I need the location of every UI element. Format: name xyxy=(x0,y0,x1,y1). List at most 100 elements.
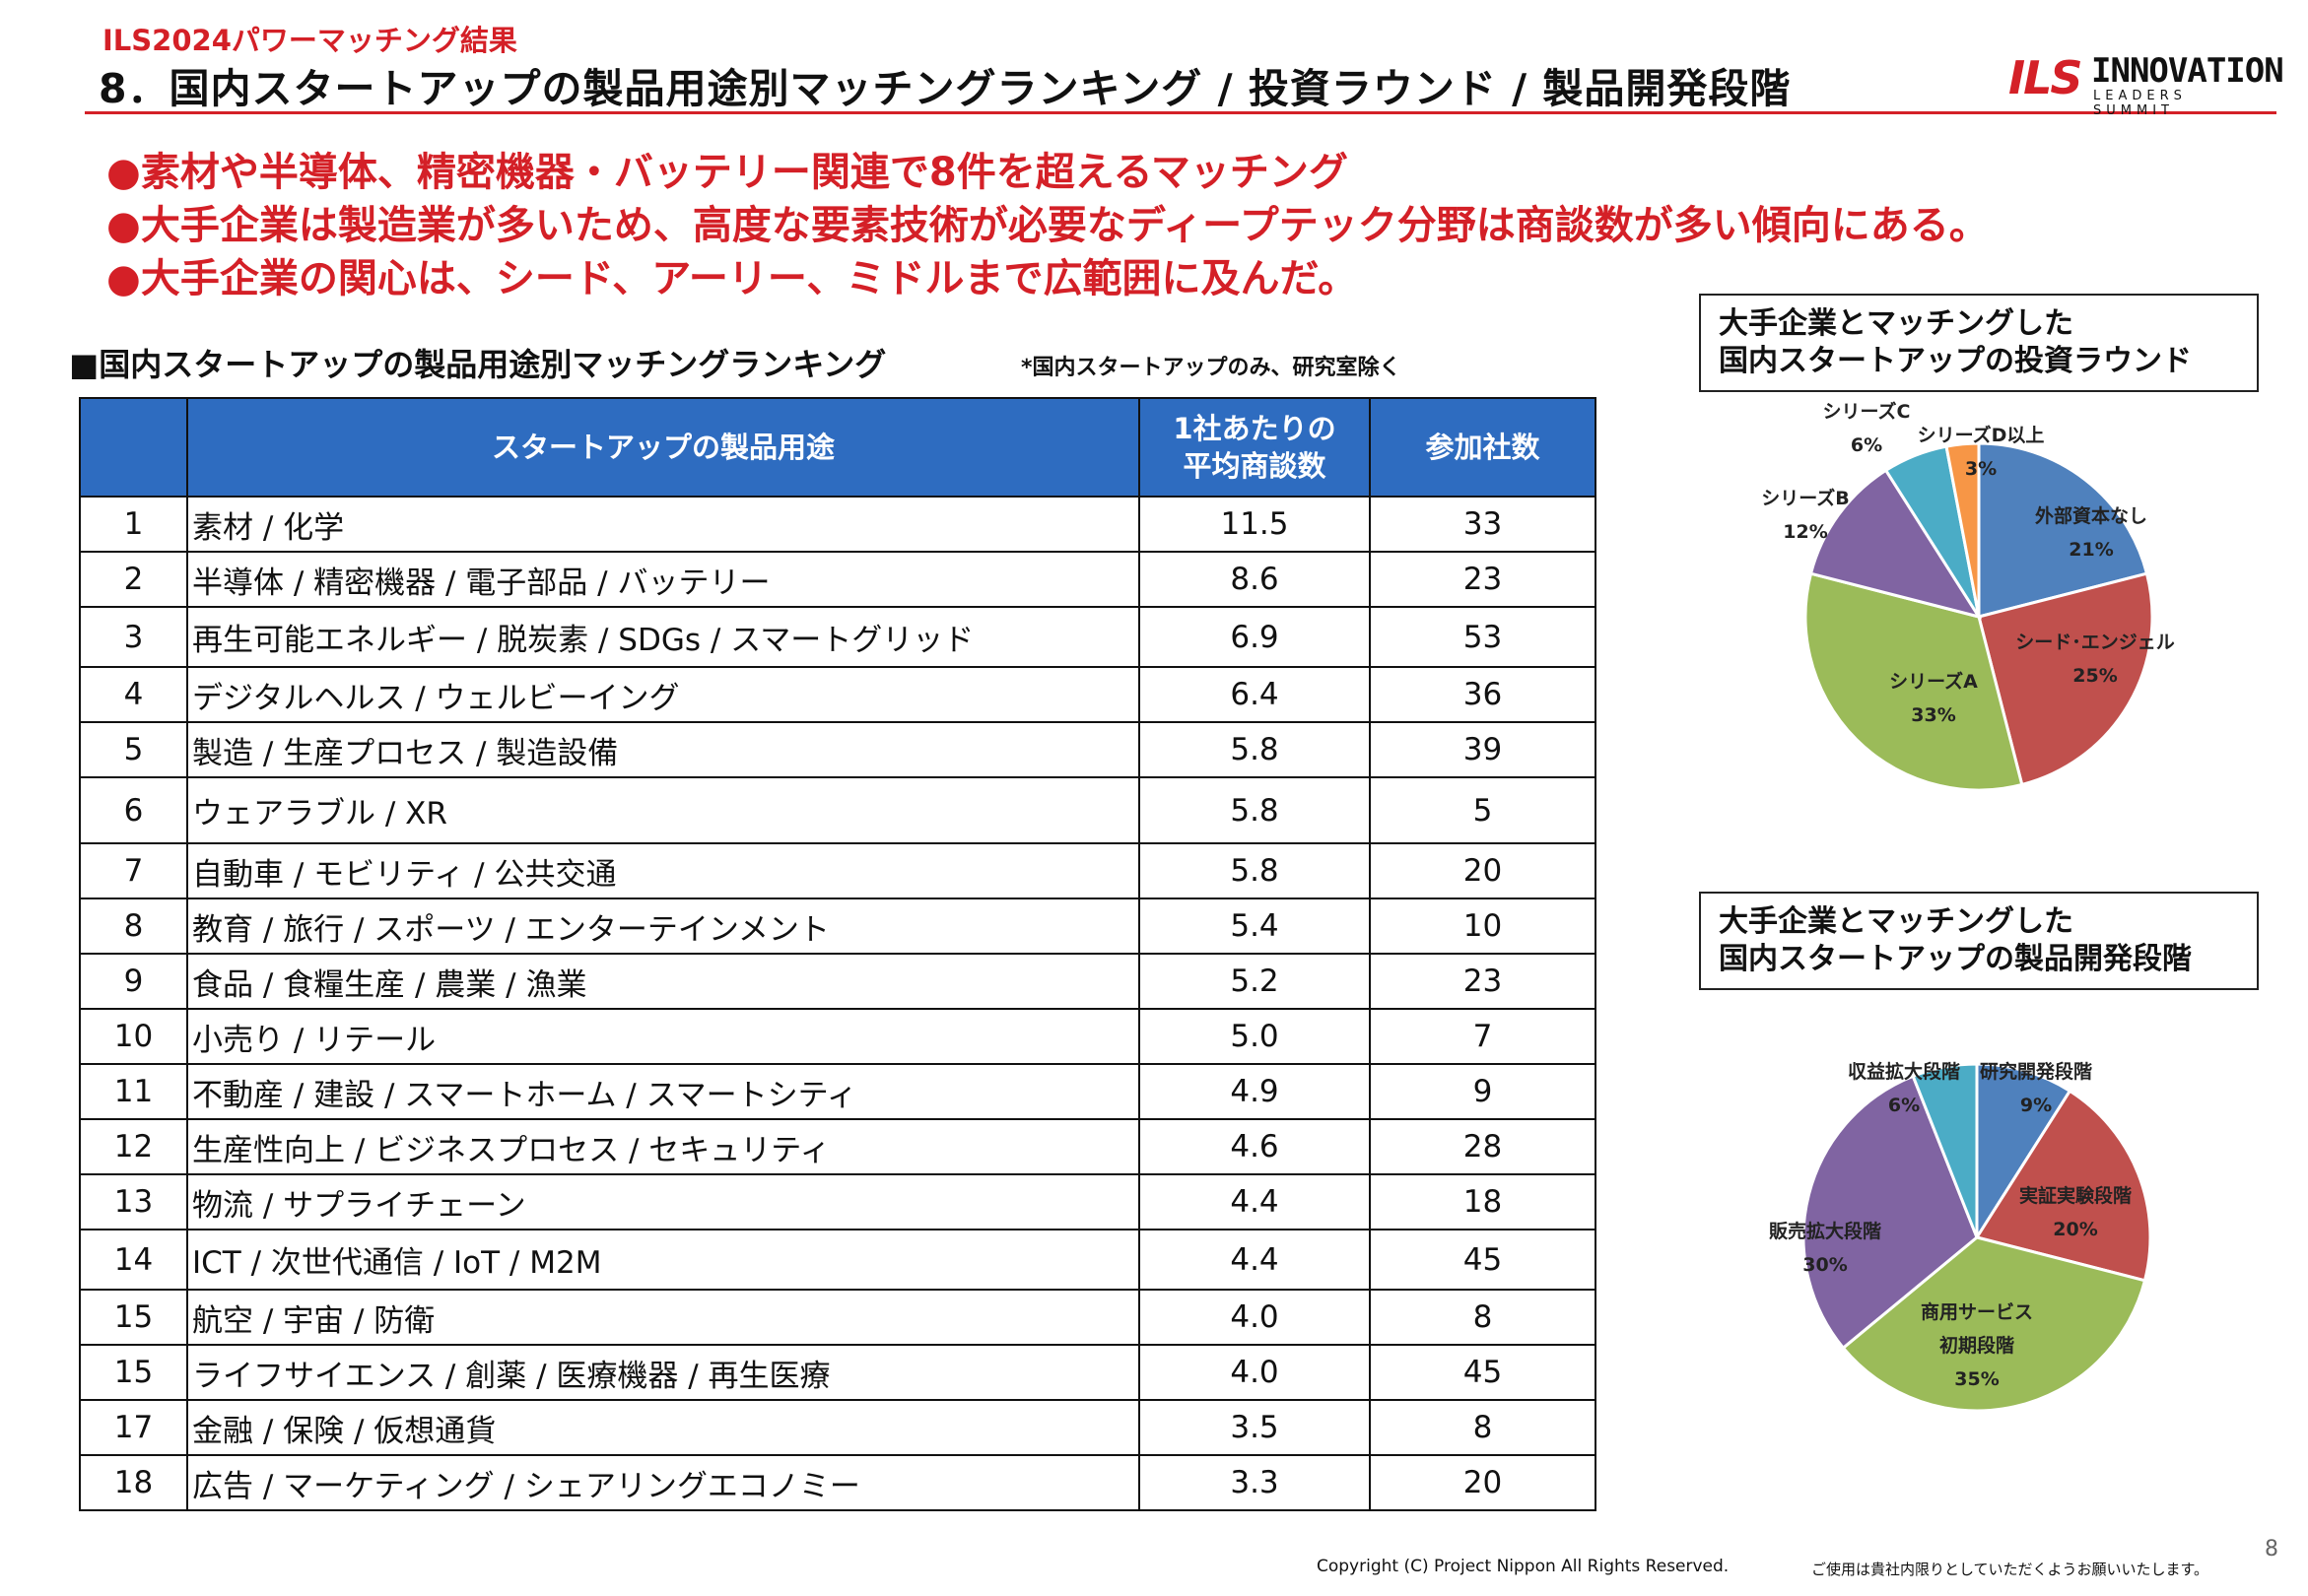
rank-cell: 9 xyxy=(79,953,188,1010)
table-row: 9 食品 / 食糧生産 / 農業 / 漁業 5.2 23 xyxy=(79,953,1596,1010)
count-cell: 36 xyxy=(1369,666,1596,723)
table-row: 13 物流 / サプライチェーン 4.4 18 xyxy=(79,1173,1596,1230)
use-cell: ライフサイエンス / 創薬 / 医療機器 / 再生医療 xyxy=(186,1344,1140,1401)
count-cell: 8 xyxy=(1369,1289,1596,1346)
use-cell: 生産性向上 / ビジネスプロセス / セキュリティ xyxy=(186,1118,1140,1175)
ranking-table: スタートアップの製品用途 1社あたりの 平均商談数 参加社数 1 素材 / 化学 11… xyxy=(79,397,1596,1511)
avg-cell: 6.4 xyxy=(1138,666,1371,723)
avg-column-header: 1社あたりの 平均商談数 xyxy=(1138,397,1371,498)
rank-cell: 5 xyxy=(79,721,188,778)
rank-cell: 15 xyxy=(79,1344,188,1401)
pie-category-label: シード･エンジェル xyxy=(2015,632,2175,653)
use-cell: 製造 / 生産プロセス / 製造設備 xyxy=(186,721,1140,778)
pie-category-label: シリーズD以上 xyxy=(1918,424,2045,446)
use-cell: 自動車 / モビリティ / 公共交通 xyxy=(186,842,1140,899)
use-cell: 再生可能エネルギー / 脱炭素 / SDGs / スマートグリッド xyxy=(186,606,1140,668)
table-row: 1 素材 / 化学 11.5 33 xyxy=(79,496,1596,553)
pie-category-label: シリーズA xyxy=(1889,670,1978,693)
table-row: 5 製造 / 生産プロセス / 製造設備 5.8 39 xyxy=(79,721,1596,778)
pie-slice xyxy=(1977,571,2154,787)
pie-category-label: シリーズC xyxy=(1823,400,1911,423)
use-cell: ウェアラブル / XR xyxy=(186,776,1140,844)
use-cell: 食品 / 食糧生産 / 農業 / 漁業 xyxy=(186,953,1140,1010)
rank-cell: 2 xyxy=(79,551,188,608)
avg-cell: 11.5 xyxy=(1138,496,1371,553)
avg-cell: 8.6 xyxy=(1138,551,1371,608)
table-row: 15 航空 / 宇宙 / 防衛 4.0 8 xyxy=(79,1289,1596,1346)
title-divider xyxy=(85,111,2276,114)
pie-value-label: 35% xyxy=(1954,1368,1999,1390)
ranking-note: *国内スタートアップのみ、研究室除く xyxy=(1021,356,1401,380)
table-row: 7 自動車 / モビリティ / 公共交通 5.8 20 xyxy=(79,842,1596,899)
avg-cell: 5.8 xyxy=(1138,776,1371,844)
pie-value-label: 30% xyxy=(1802,1254,1847,1276)
avg-cell: 5.8 xyxy=(1138,842,1371,899)
table-row: 2 半導体 / 精密機器 / 電子部品 / バッテリー 8.6 23 xyxy=(79,551,1596,608)
table-row: 15 ライフサイエンス / 創薬 / 医療機器 / 再生医療 4.0 45 xyxy=(79,1344,1596,1401)
pie-value-label: 6% xyxy=(1851,434,1882,456)
copyright-text: Copyright (C) Project Nippon All Rights … xyxy=(1317,1557,1730,1576)
round-chart-title: 大手企業とマッチングした 国内スタートアップの投資ラウンド xyxy=(1699,294,2259,392)
avg-column-header-line: 1社あたりの xyxy=(1173,412,1336,445)
avg-cell: 4.4 xyxy=(1138,1229,1371,1291)
use-cell: 教育 / 旅行 / スポーツ / エンターテインメント xyxy=(186,898,1140,955)
stage-chart-title-line: 大手企業とマッチングした xyxy=(1719,904,2073,939)
avg-cell: 3.5 xyxy=(1138,1399,1371,1456)
stage-chart-title-line: 国内スタートアップの製品開発段階 xyxy=(1719,942,2192,976)
table-row: 14 ICT / 次世代通信 / IoT / M2M 4.4 45 xyxy=(79,1229,1596,1291)
pie-value-label: 20% xyxy=(2053,1219,2097,1240)
count-cell: 20 xyxy=(1369,1454,1596,1511)
pie-category-label: 商用サービス xyxy=(1921,1300,2033,1323)
logo-mark: ILS xyxy=(2008,51,2083,104)
count-cell: 18 xyxy=(1369,1173,1596,1230)
pie-value-label: 25% xyxy=(2072,665,2117,687)
use-cell: ICT / 次世代通信 / IoT / M2M xyxy=(186,1229,1140,1291)
rank-cell: 18 xyxy=(79,1454,188,1511)
logo-sub-text: LEADERS SUMMIT xyxy=(2093,89,2187,118)
count-cell: 39 xyxy=(1369,721,1596,778)
avg-cell: 4.6 xyxy=(1138,1118,1371,1175)
avg-cell: 3.3 xyxy=(1138,1454,1371,1511)
avg-cell: 6.9 xyxy=(1138,606,1371,668)
pie-category-label: シリーズB xyxy=(1761,487,1850,509)
pie-category-label: 初期段階 xyxy=(1939,1334,2014,1357)
use-cell: 金融 / 保険 / 仮想通貨 xyxy=(186,1399,1140,1456)
pie-value-label: 12% xyxy=(1783,521,1827,543)
use-column-header: スタートアップの製品用途 xyxy=(186,397,1140,498)
key-points: ●素材や半導体、精密機器・バッテリー関連で8件を超えるマッチング ●大手企業は製… xyxy=(106,146,1989,305)
pie-value-label: 9% xyxy=(2020,1095,2052,1116)
use-cell: 航空 / 宇宙 / 防衛 xyxy=(186,1289,1140,1346)
rank-column-header xyxy=(79,397,188,498)
pie-slice xyxy=(1974,1089,2152,1283)
avg-cell: 5.0 xyxy=(1138,1008,1371,1065)
use-cell: 不動産 / 建設 / スマートホーム / スマートシティ xyxy=(186,1063,1140,1120)
ranking-header-row: スタートアップの製品用途 1社あたりの 平均商談数 参加社数 xyxy=(79,397,1596,498)
pie-slice xyxy=(1911,1062,1979,1238)
count-cell: 7 xyxy=(1369,1008,1596,1065)
key-point: ●素材や半導体、精密機器・バッテリー関連で8件を超えるマッチング xyxy=(106,150,1348,195)
pie-value-label: 3% xyxy=(1965,458,1997,480)
rank-cell: 17 xyxy=(79,1399,188,1456)
avg-cell: 5.2 xyxy=(1138,953,1371,1010)
count-cell: 8 xyxy=(1369,1399,1596,1456)
count-cell: 45 xyxy=(1369,1344,1596,1401)
usage-notice: ご使用は貴社内限りとしていただくようお願いいたします。 xyxy=(1811,1561,2209,1578)
count-cell: 53 xyxy=(1369,606,1596,668)
use-cell: 小売り / リテール xyxy=(186,1008,1140,1065)
pie-slice xyxy=(1841,1235,2147,1413)
pie-value-label: 33% xyxy=(1911,704,1955,726)
table-row: 8 教育 / 旅行 / スポーツ / エンターテインメント 5.4 10 xyxy=(79,898,1596,955)
use-cell: 物流 / サプライチェーン xyxy=(186,1173,1140,1230)
rank-cell: 8 xyxy=(79,898,188,955)
avg-cell: 5.8 xyxy=(1138,721,1371,778)
count-cell: 9 xyxy=(1369,1063,1596,1120)
count-column-header: 参加社数 xyxy=(1369,397,1596,498)
count-cell: 28 xyxy=(1369,1118,1596,1175)
pie-value-label: 6% xyxy=(1888,1095,1920,1116)
key-point: ●大手企業の関心は、シード、アーリー、ミドルまで広範囲に及んだ。 xyxy=(106,256,1358,301)
pie-category-label: 実証実験段階 xyxy=(2019,1184,2132,1207)
table-row: 11 不動産 / 建設 / スマートホーム / スマートシティ 4.9 9 xyxy=(79,1063,1596,1120)
rank-cell: 4 xyxy=(79,666,188,723)
use-cell: 半導体 / 精密機器 / 電子部品 / バッテリー xyxy=(186,551,1140,608)
